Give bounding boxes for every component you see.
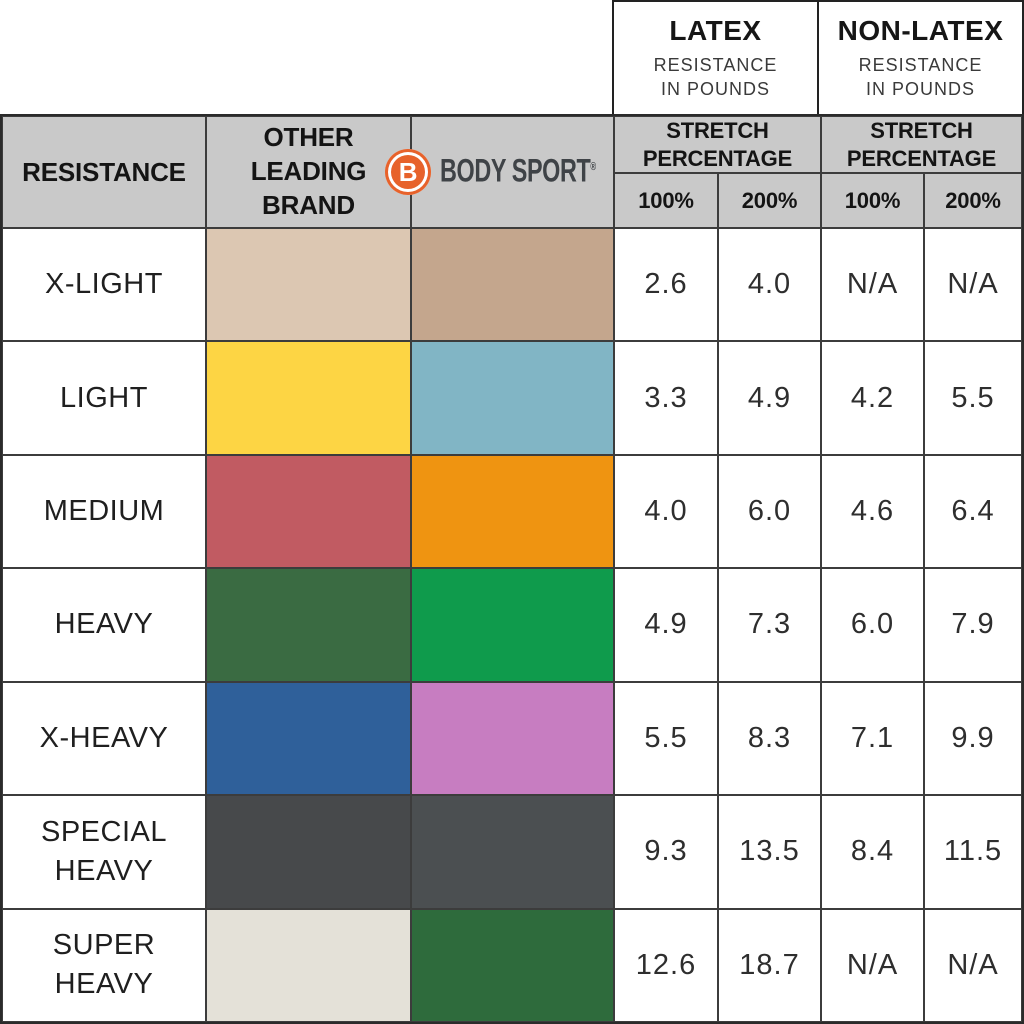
latex-200-header: 200% bbox=[718, 173, 821, 228]
body-sport-wordmark: BODY SPORT® bbox=[440, 154, 596, 191]
body-sport-logo-icon: B bbox=[385, 149, 432, 195]
non-latex-200-value: 9.9 bbox=[924, 681, 1022, 796]
latex-200-value: 18.7 bbox=[718, 908, 821, 1022]
row-label-x-light: X-LIGHT bbox=[2, 228, 206, 342]
row-label-super-heavy: SUPER HEAVY bbox=[2, 908, 206, 1022]
non-latex-200-value: 7.9 bbox=[924, 568, 1022, 682]
body-sport-swatch bbox=[411, 681, 614, 796]
other-brand-swatch bbox=[206, 795, 411, 909]
latex-100-value: 3.3 bbox=[614, 341, 718, 455]
row-label-text: X-LIGHT bbox=[45, 268, 163, 301]
non-latex-stretch-header: STRETCH PERCENTAGE bbox=[821, 116, 1022, 173]
column-header-body-sport: B BODY SPORT® bbox=[385, 116, 614, 228]
latex-100-value: 9.3 bbox=[614, 795, 718, 909]
non-latex-100-header: 100% bbox=[821, 173, 924, 228]
other-brand-swatch bbox=[206, 568, 411, 682]
non-latex-200-value: 5.5 bbox=[924, 341, 1022, 455]
latex-100-value: 12.6 bbox=[614, 908, 718, 1022]
latex-200-value: 4.9 bbox=[718, 341, 821, 455]
body-sport-swatch bbox=[411, 341, 614, 455]
non-latex-100-value: 7.1 bbox=[821, 681, 924, 796]
non-latex-100-value: 4.6 bbox=[821, 454, 924, 569]
row-label-medium: MEDIUM bbox=[2, 454, 206, 569]
row-label-text: MEDIUM bbox=[43, 494, 165, 527]
column-header-resistance: RESISTANCE bbox=[2, 116, 206, 228]
row-label-text: LIGHT bbox=[60, 381, 148, 414]
non-latex-200-header: 200% bbox=[924, 173, 1022, 228]
row-label-x-heavy: X-HEAVY bbox=[2, 681, 206, 796]
non-latex-100-value: 4.2 bbox=[821, 341, 924, 455]
non-latex-200-value: N/A bbox=[924, 228, 1022, 342]
latex-100-header: 100% bbox=[614, 173, 718, 228]
body-sport-swatch bbox=[411, 228, 614, 342]
row-label-special-heavy: SPECIAL HEAVY bbox=[2, 795, 206, 909]
other-brand-swatch bbox=[206, 454, 411, 569]
row-label-text: HEAVY bbox=[54, 608, 154, 641]
latex-200-value: 4.0 bbox=[718, 228, 821, 342]
other-brand-swatch bbox=[206, 228, 411, 342]
latex-100-value: 2.6 bbox=[614, 228, 718, 342]
non-latex-100-value: 6.0 bbox=[821, 568, 924, 682]
latex-stretch-label: STRETCH PERCENTAGE bbox=[642, 118, 793, 171]
other-brand-swatch bbox=[206, 341, 411, 455]
non-latex-header-cell: NON-LATEX RESISTANCE IN POUNDS bbox=[819, 0, 1024, 114]
latex-200-value: 8.3 bbox=[718, 681, 821, 796]
comparison-table: RESISTANCE OTHER LEADING BRAND B BODY SP… bbox=[0, 114, 1024, 1024]
row-label-text: SPECIAL HEAVY bbox=[41, 815, 167, 887]
latex-stretch-header: STRETCH PERCENTAGE bbox=[614, 116, 821, 173]
latex-100-value: 5.5 bbox=[614, 681, 718, 796]
top-header-band: LATEX RESISTANCE IN POUNDS NON-LATEX RES… bbox=[612, 0, 1024, 114]
other-brand-label: OTHER LEADING BRAND bbox=[250, 122, 367, 220]
other-brand-swatch bbox=[206, 908, 411, 1022]
non-latex-stretch-label: STRETCH PERCENTAGE bbox=[846, 118, 997, 171]
body-sport-name: BODY SPORT bbox=[440, 153, 591, 190]
latex-100-value: 4.9 bbox=[614, 568, 718, 682]
row-label-text: X-HEAVY bbox=[39, 721, 169, 754]
body-sport-logo-letter: B bbox=[398, 157, 418, 187]
non-latex-title: NON-LATEX bbox=[837, 14, 1004, 46]
registered-trademark-symbol: ® bbox=[590, 161, 597, 174]
non-latex-200-value: 6.4 bbox=[924, 454, 1022, 569]
body-sport-swatch bbox=[411, 908, 614, 1022]
non-latex-subtitle: RESISTANCE IN POUNDS bbox=[858, 54, 983, 99]
body-sport-swatch bbox=[411, 568, 614, 682]
column-header-other-brand: OTHER LEADING BRAND bbox=[206, 116, 411, 228]
latex-100-value: 4.0 bbox=[614, 454, 718, 569]
latex-200-value: 13.5 bbox=[718, 795, 821, 909]
non-latex-200-value: N/A bbox=[924, 908, 1022, 1022]
non-latex-100-value: N/A bbox=[821, 228, 924, 342]
latex-header-cell: LATEX RESISTANCE IN POUNDS bbox=[612, 0, 819, 114]
body-sport-swatch bbox=[411, 454, 614, 569]
other-brand-swatch bbox=[206, 681, 411, 796]
latex-title: LATEX bbox=[669, 14, 762, 46]
row-label-heavy: HEAVY bbox=[2, 568, 206, 682]
non-latex-100-value: 8.4 bbox=[821, 795, 924, 909]
row-label-light: LIGHT bbox=[2, 341, 206, 455]
latex-subtitle: RESISTANCE IN POUNDS bbox=[653, 54, 778, 99]
non-latex-100-value: N/A bbox=[821, 908, 924, 1022]
body-sport-swatch bbox=[411, 795, 614, 909]
latex-200-value: 7.3 bbox=[718, 568, 821, 682]
latex-200-value: 6.0 bbox=[718, 454, 821, 569]
row-label-text: SUPER HEAVY bbox=[52, 929, 156, 1001]
non-latex-200-value: 11.5 bbox=[924, 795, 1022, 909]
